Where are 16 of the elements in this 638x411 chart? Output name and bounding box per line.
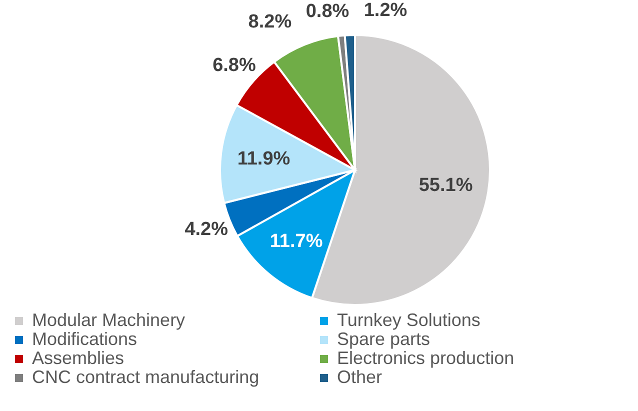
legend-label: Other — [337, 367, 382, 387]
data-label: 55.1% — [418, 174, 473, 196]
legend-label: Electronics production — [337, 348, 514, 368]
legend-label: Assemblies — [32, 348, 124, 368]
data-label: 8.2% — [248, 12, 292, 33]
data-label: 1.2% — [364, 0, 408, 22]
data-label: 11.9% — [237, 148, 290, 170]
legend-label: Spare parts — [337, 329, 430, 349]
legend-label: Turnkey Solutions — [337, 310, 480, 330]
legend-label: CNC contract manufacturing — [32, 367, 260, 387]
legend-label: Modular Machinery — [32, 310, 186, 330]
data-label: 11.7% — [270, 230, 323, 252]
legend-label: Modifications — [32, 329, 138, 349]
data-label: 0.8% — [306, 0, 350, 22]
data-label: 6.8% — [212, 55, 256, 76]
data-label: 4.2% — [184, 219, 228, 240]
